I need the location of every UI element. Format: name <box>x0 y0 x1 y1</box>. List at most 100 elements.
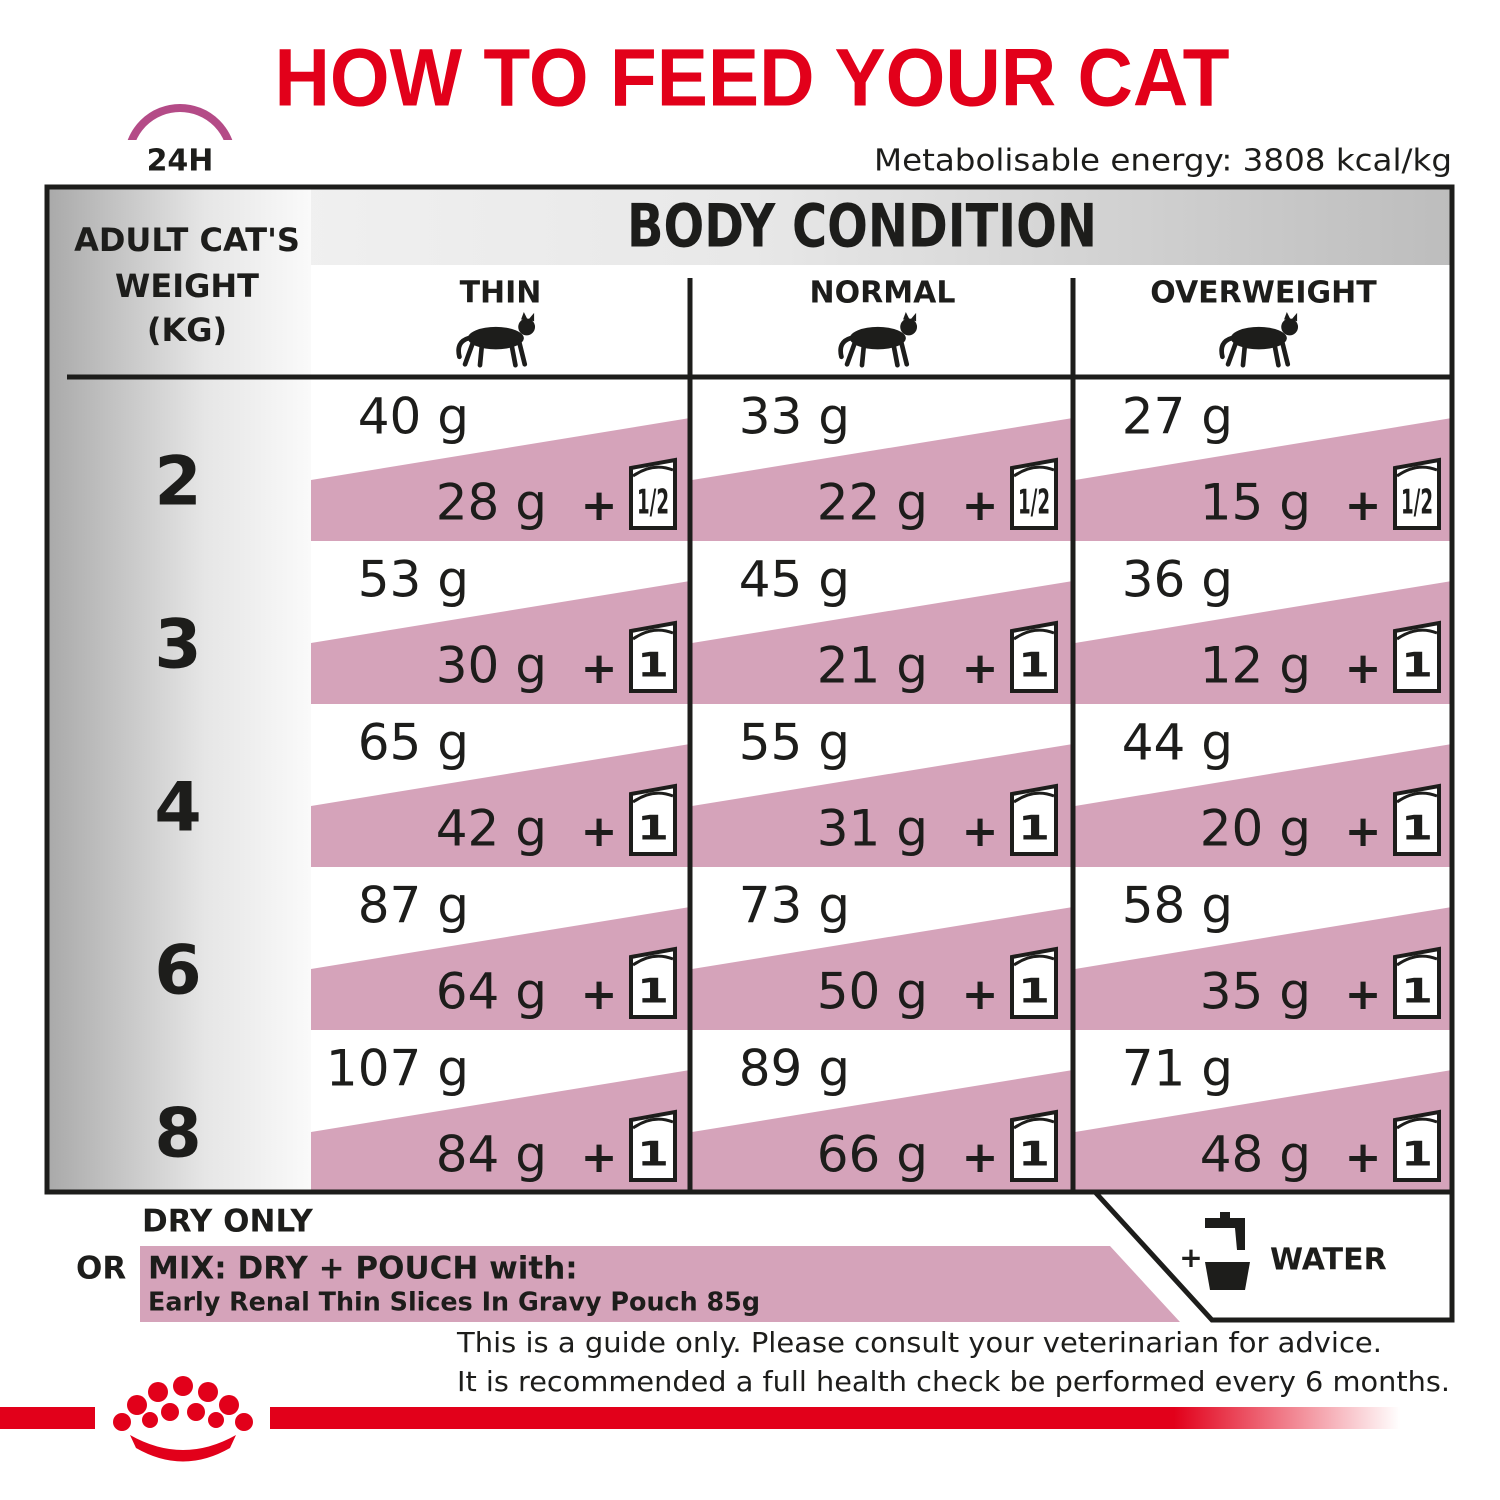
mix-banner <box>140 1246 1180 1322</box>
column-header: THIN <box>460 276 542 311</box>
mix-label: MIX: DRY + POUCH with: <box>148 1251 578 1287</box>
mix-amount: 30 g <box>436 637 547 695</box>
dry-amount: 87 g <box>358 877 469 935</box>
pouch-amount: 1 <box>1401 972 1433 1012</box>
water-plus: + <box>1179 1241 1202 1274</box>
dry-amount: 40 g <box>358 388 469 446</box>
mix-band <box>311 1070 690 1193</box>
mix-amount: 12 g <box>1200 637 1311 695</box>
plus: + <box>1345 1132 1382 1183</box>
column-header: NORMAL <box>810 276 956 311</box>
pouch-amount: 1/2 <box>1401 483 1433 523</box>
dry-amount: 44 g <box>1122 714 1233 772</box>
mix-amount: 31 g <box>817 800 928 858</box>
pouch-amount: 1 <box>637 972 669 1012</box>
pouch-amount: 1 <box>637 1135 669 1175</box>
pouch-amount: 1 <box>1018 809 1050 849</box>
plus: + <box>581 643 618 694</box>
mix-band <box>692 744 1073 867</box>
mix-amount: 50 g <box>817 963 928 1021</box>
column-header: OVERWEIGHT <box>1150 276 1377 311</box>
disclaimer: This is a guide only. Please consult you… <box>456 1326 1382 1359</box>
title: HOW TO FEED YOUR CAT <box>275 33 1230 124</box>
mix-band <box>311 907 690 1030</box>
pouch-amount: 1 <box>1018 972 1050 1012</box>
weight-header-bg <box>47 187 311 377</box>
plus: + <box>581 806 618 857</box>
weight: 8 <box>154 1095 201 1174</box>
pouch-amount: 1/2 <box>637 483 669 523</box>
dry-amount: 58 g <box>1122 877 1233 935</box>
pouch-icon <box>1010 1109 1058 1182</box>
brand-line <box>270 1407 1400 1429</box>
dry-amount: 71 g <box>1122 1040 1233 1098</box>
cells: 40 g 28 g +1/2 33 g 22 g +1/2 27 g 15 g +1/2 53 g… <box>311 388 1452 1193</box>
mix-band <box>1075 907 1452 1030</box>
weight-header: WEIGHT <box>115 267 259 305</box>
mix-band <box>1075 581 1452 704</box>
pouch-amount: 1 <box>1018 646 1050 686</box>
plus: + <box>581 1132 618 1183</box>
plus: + <box>1345 806 1382 857</box>
pouch-icon <box>1393 457 1441 530</box>
mix-band <box>1075 744 1452 867</box>
weight: 3 <box>154 606 201 685</box>
energy: Metabolisable energy: 3808 kcal/kg <box>874 144 1452 179</box>
or: OR <box>76 1251 126 1287</box>
plus: + <box>1345 643 1382 694</box>
pouch-flap <box>1013 954 1055 967</box>
pouch-icon <box>1010 620 1058 693</box>
mix-amount: 84 g <box>436 1126 547 1184</box>
plus: + <box>962 643 999 694</box>
dry-amount: 27 g <box>1122 388 1233 446</box>
pouch-amount: 1 <box>1018 1135 1050 1175</box>
pouch-icon <box>1393 620 1441 693</box>
plus: + <box>581 480 618 531</box>
pouch-icon <box>1010 783 1058 856</box>
brand-line <box>0 1407 95 1429</box>
dry-amount: 36 g <box>1122 551 1233 609</box>
plus: + <box>1345 480 1382 531</box>
pouch-icon <box>1010 946 1058 1019</box>
plus: + <box>581 969 618 1020</box>
mix-band <box>311 418 690 541</box>
brand-logo <box>113 1376 253 1462</box>
weight-header: (KG) <box>147 311 227 349</box>
mix-amount: 64 g <box>436 963 547 1021</box>
dry-amount: 73 g <box>739 877 850 935</box>
weight: 6 <box>154 932 201 1011</box>
pouch-icon <box>629 783 677 856</box>
pouch-flap <box>1396 1117 1438 1130</box>
pouch-flap <box>1396 954 1438 967</box>
plus: + <box>962 1132 999 1183</box>
plus: + <box>1345 969 1382 1020</box>
weight: 2 <box>154 443 201 522</box>
mix-amount: 35 g <box>1200 963 1311 1021</box>
pouch-flap <box>1013 1117 1055 1130</box>
pouch-amount: 1 <box>1401 646 1433 686</box>
pouch-icon <box>629 620 677 693</box>
weight-header: ADULT CAT'S <box>74 221 300 259</box>
pouch-flap <box>632 465 674 478</box>
pouch-flap <box>632 791 674 804</box>
pouch-icon <box>629 946 677 1019</box>
pouch-flap <box>1396 791 1438 804</box>
mix-band <box>311 581 690 704</box>
mix-band <box>692 1070 1073 1193</box>
plus: + <box>962 969 999 1020</box>
pouch-name: Early Renal Thin Slices In Gravy Pouch 8… <box>148 1288 760 1318</box>
mix-amount: 42 g <box>436 800 547 858</box>
dry-amount: 107 g <box>326 1040 469 1098</box>
dry-amount: 45 g <box>739 551 850 609</box>
dry-only: DRY ONLY <box>142 1204 313 1240</box>
plus: + <box>962 806 999 857</box>
timer-label: 24H <box>147 144 214 179</box>
mix-amount: 66 g <box>817 1126 928 1184</box>
mix-band <box>1075 1070 1452 1193</box>
timer-bg <box>120 140 240 186</box>
pouch-flap <box>1013 628 1055 641</box>
dry-amount: 53 g <box>358 551 469 609</box>
weight: 4 <box>154 769 201 848</box>
water-label: WATER <box>1270 1243 1387 1278</box>
